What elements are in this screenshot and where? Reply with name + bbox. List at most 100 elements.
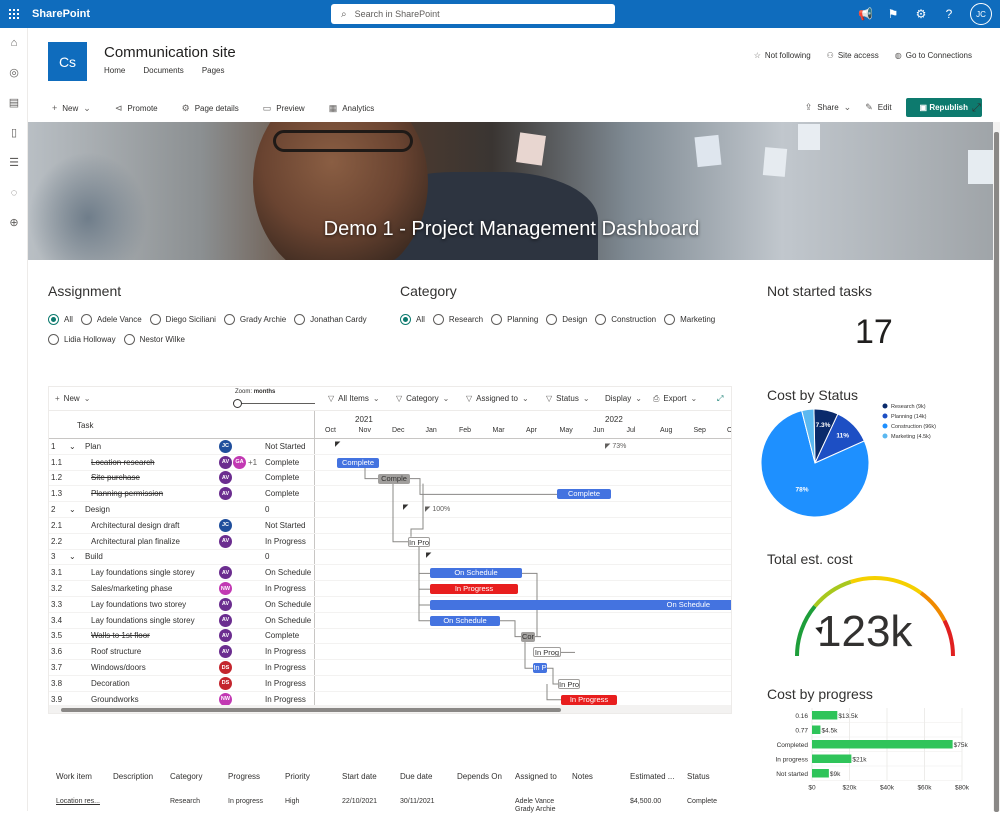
- category-option[interactable]: Design: [546, 309, 587, 329]
- gantt-bar[interactable]: Complete: [557, 489, 611, 500]
- column-header[interactable]: Category: [170, 772, 203, 781]
- site-title[interactable]: Communication site: [104, 44, 236, 61]
- gantt-new-button[interactable]: + New ⌄: [55, 394, 91, 403]
- assigned-to-filter-button[interactable]: ▽ Assigned to ⌄: [466, 394, 529, 403]
- republish-button[interactable]: ▣ Republish: [905, 98, 982, 117]
- radio-circle[interactable]: [223, 313, 235, 325]
- task-name[interactable]: Lay foundations single storey: [91, 615, 195, 625]
- avatar[interactable]: DS: [219, 676, 232, 690]
- site-access-button[interactable]: ⚇ Site access: [826, 51, 879, 60]
- display-button[interactable]: Display ⌄: [605, 394, 642, 403]
- pie-slice[interactable]: [760, 410, 870, 518]
- gantt-row[interactable]: 1.2 Site purchase AV Complete: [49, 471, 731, 487]
- export-button[interactable]: ⎙ Export ⌄: [653, 393, 698, 404]
- gantt-bar[interactable]: In Prog: [533, 647, 561, 658]
- avatar[interactable]: AV: [219, 645, 232, 659]
- radio-circle[interactable]: [491, 313, 503, 325]
- all-items-view[interactable]: ▽ All Items ⌄: [328, 394, 380, 403]
- avatar[interactable]: AV: [219, 487, 232, 501]
- assignment-option[interactable]: Jonathan Cardy: [294, 309, 367, 329]
- app-launcher-icon[interactable]: [0, 0, 28, 28]
- gantt-row[interactable]: 3 ⌄ Build 0: [49, 550, 731, 566]
- gantt-row[interactable]: 1.3 Planning permission AV Complete: [49, 486, 731, 503]
- radio-circle[interactable]: [664, 313, 676, 325]
- scrollbar-thumb[interactable]: [61, 708, 561, 712]
- bar[interactable]: [812, 740, 953, 749]
- preview-button[interactable]: ▭ Preview: [262, 102, 305, 113]
- column-header[interactable]: Assigned to: [515, 772, 557, 781]
- nav-home[interactable]: Home: [104, 66, 126, 75]
- avatar[interactable]: NW: [219, 692, 232, 706]
- gantt-bar[interactable]: In Pro: [558, 679, 580, 689]
- radio-circle[interactable]: [149, 313, 161, 325]
- avatar[interactable]: AV: [219, 471, 232, 485]
- gantt-bar[interactable]: In Progress: [561, 694, 617, 705]
- edit-button[interactable]: ✎ Edit: [865, 102, 892, 112]
- chevron-down-icon[interactable]: ⌄: [69, 552, 76, 562]
- feedback-icon[interactable]: ⚑: [887, 7, 899, 21]
- news-icon[interactable]: ▤: [8, 97, 20, 109]
- task-name[interactable]: Architectural plan finalize: [91, 536, 180, 546]
- gear-icon[interactable]: ⚙: [915, 7, 927, 21]
- help-icon[interactable]: ?: [945, 7, 953, 21]
- gantt-row[interactable]: 3.5 Walls to 1st floor AV Complete: [49, 629, 731, 645]
- pie-slice[interactable]: [801, 408, 816, 464]
- brand-link[interactable]: SharePoint: [32, 8, 91, 20]
- avatar[interactable]: JC: [219, 439, 232, 453]
- fullscreen-icon[interactable]: ⤢: [717, 393, 724, 403]
- assignment-option[interactable]: Diego Siciliani: [149, 309, 216, 329]
- radio-circle[interactable]: [123, 333, 135, 345]
- column-header[interactable]: Status: [687, 772, 710, 781]
- gantt-row[interactable]: 3.8 Decoration DS In Progress: [49, 676, 731, 692]
- radio-circle[interactable]: [48, 333, 59, 345]
- column-header[interactable]: Due date: [400, 772, 433, 781]
- add-icon[interactable]: ⊕: [9, 217, 19, 229]
- gantt-bar[interactable]: In Pro: [408, 536, 430, 547]
- assignment-option[interactable]: Nestor Wilke: [123, 329, 185, 349]
- task-name[interactable]: Sales/marketing phase: [91, 584, 173, 594]
- document-icon[interactable]: ▯: [10, 127, 18, 139]
- task-name[interactable]: Groundworks: [91, 694, 139, 704]
- bar[interactable]: [812, 711, 838, 720]
- avatar[interactable]: AV: [219, 597, 232, 611]
- category-option[interactable]: Research: [432, 309, 483, 329]
- column-header[interactable]: Depends On: [457, 772, 502, 781]
- avatar[interactable]: DS: [219, 661, 232, 675]
- assignment-option[interactable]: All: [48, 309, 73, 329]
- table-cell[interactable]: Location res...: [56, 798, 100, 805]
- gantt-bar[interactable]: In P: [533, 663, 547, 674]
- column-header[interactable]: Notes: [572, 772, 593, 781]
- page-vertical-scrollbar[interactable]: [993, 122, 1000, 812]
- gantt-row[interactable]: 2 ⌄ Design 0: [49, 502, 731, 518]
- gantt-bar[interactable]: On Schedule: [430, 615, 500, 626]
- category-option[interactable]: All: [400, 309, 425, 329]
- column-header[interactable]: Start date: [342, 772, 377, 781]
- task-name[interactable]: Site purchase: [91, 473, 140, 483]
- zoom-slider-thumb[interactable]: [233, 399, 242, 408]
- task-name[interactable]: Roof structure: [91, 647, 142, 657]
- task-name[interactable]: Lay foundations single storey: [91, 568, 195, 578]
- radio-circle[interactable]: [546, 313, 558, 325]
- task-name[interactable]: Planning permission: [91, 489, 164, 499]
- gantt-row[interactable]: 3.6 Roof structure AV In Progress: [49, 644, 731, 661]
- follow-button[interactable]: ☆ Not following: [753, 51, 811, 60]
- gantt-bar[interactable]: Complete: [337, 457, 379, 468]
- radio-circle[interactable]: [400, 313, 411, 325]
- radio-circle[interactable]: [48, 313, 59, 325]
- avatar[interactable]: AV: [219, 534, 232, 548]
- category-option[interactable]: Construction: [595, 309, 656, 329]
- category-option[interactable]: Marketing: [664, 309, 715, 329]
- radio-circle[interactable]: [80, 313, 92, 325]
- column-header[interactable]: Estimated ...: [630, 772, 675, 781]
- scrollbar-thumb[interactable]: [994, 132, 999, 812]
- radio-circle[interactable]: [595, 313, 607, 325]
- bar[interactable]: [812, 754, 852, 764]
- assignment-option[interactable]: Grady Archie: [223, 309, 286, 329]
- gantt-bar[interactable]: In Progress: [430, 584, 518, 595]
- avatar[interactable]: AV: [219, 455, 232, 469]
- task-name[interactable]: Windows/doors: [91, 663, 146, 673]
- gantt-row[interactable]: 1 ⌄ Plan JC Not Started: [49, 439, 731, 455]
- chevron-down-icon[interactable]: ⌄: [69, 441, 76, 451]
- share-button[interactable]: ⇪ Share ⌄: [804, 102, 852, 112]
- column-header[interactable]: Work item: [56, 772, 92, 781]
